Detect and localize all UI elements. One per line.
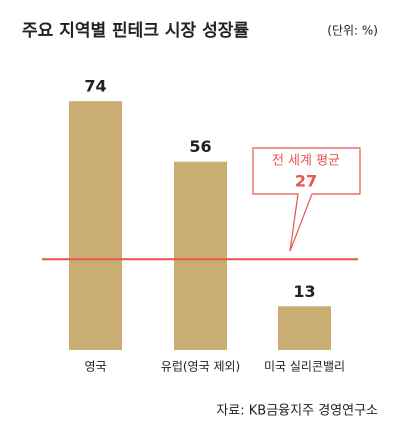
bar [69, 101, 122, 350]
unit-label: (단위: %) [327, 24, 378, 38]
bar [174, 161, 227, 350]
x-tick-label: 유럽(영국 제외) [161, 360, 240, 374]
bar [278, 306, 331, 350]
data-label: 74 [84, 77, 106, 96]
chart-title: 주요 지역별 핀테크 시장 성장률 [22, 21, 249, 41]
data-label: 56 [189, 137, 211, 156]
data-label: 13 [293, 282, 315, 301]
x-tick-label: 미국 실리콘밸리 [264, 360, 345, 374]
x-tick-label: 영국 [84, 360, 106, 374]
callout-box [252, 147, 361, 252]
source: 자료: KB금융지주 경영연구소 [216, 404, 378, 419]
reference-label: 전 세계 평균 [272, 154, 340, 169]
reference-value: 27 [295, 172, 317, 191]
